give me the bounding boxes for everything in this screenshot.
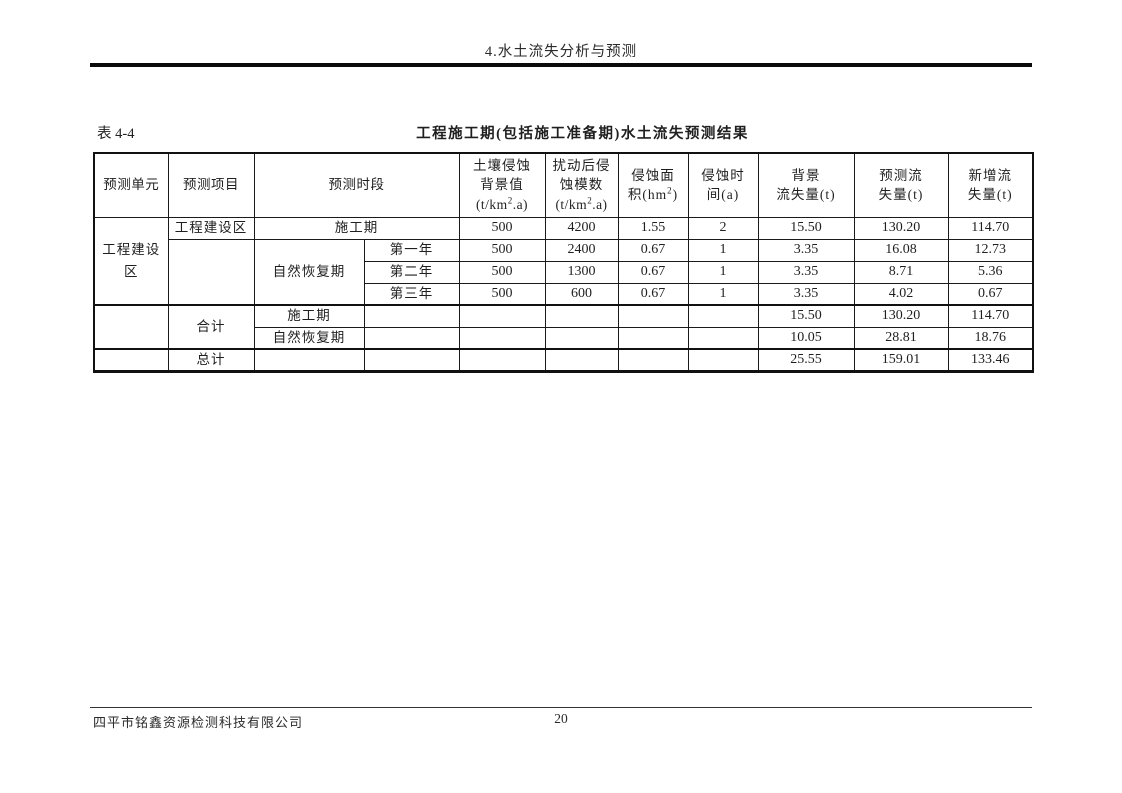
total-cell: 总计: [167, 348, 255, 373]
empty-cell: [617, 304, 689, 328]
empty-cell: [544, 326, 619, 350]
col-header-item: 预测项目: [167, 152, 255, 218]
footer-company-name: 四平市铭鑫资源检测科技有限公司: [93, 715, 304, 730]
table-row-grand-total: 总计 25.55 159.01 133.46: [93, 348, 1034, 373]
value-cell: 18.76: [947, 326, 1034, 350]
value-cell: 4200: [544, 216, 619, 240]
empty-cell: [544, 348, 619, 373]
period-cell: 自然恢复期: [253, 326, 365, 350]
value-cell: 8.71: [853, 260, 949, 284]
footer-rule: [90, 707, 1032, 708]
empty-cell: [363, 304, 460, 328]
header-double-rule: [90, 63, 1032, 67]
empty-cell: [363, 348, 460, 373]
col-header-erosion-time: 侵蚀时 间(a): [687, 152, 759, 218]
value-cell: 0.67: [617, 238, 689, 262]
value-cell: 12.73: [947, 238, 1034, 262]
empty-cell: [544, 304, 619, 328]
table-row-construction-period: 工程建设区 工程建设区 施工期 500 4200 1.55 2 15.50 13…: [93, 216, 1034, 306]
unit-cell-text: 工程建设区: [102, 242, 161, 279]
empty-cell: [687, 304, 759, 328]
value-cell: 114.70: [947, 304, 1034, 328]
footer-page-number: 20: [554, 711, 568, 726]
value-cell: 3.35: [757, 238, 855, 262]
value-cell: 500: [458, 238, 546, 262]
value-cell: 500: [458, 282, 546, 306]
value-cell: 500: [458, 260, 546, 284]
value-cell: 25.55: [757, 348, 855, 373]
empty-cell: [458, 304, 546, 328]
value-cell: 159.01: [853, 348, 949, 373]
empty-cell: [458, 348, 546, 373]
value-cell: 1.55: [617, 216, 689, 240]
table-caption-row: 表 4-4 工程施工期(包括施工准备期)水土流失预测结果: [93, 122, 1032, 142]
item-cell: 工程建设区: [167, 216, 255, 240]
value-cell: 16.08: [853, 238, 949, 262]
empty-cell: [458, 326, 546, 350]
empty-cell: [363, 326, 460, 350]
running-header-title: 4.水土流失分析与预测: [484, 44, 638, 60]
table-row-subtotal-construction: 合计 施工期 15.50 130.20 114.70: [93, 304, 1034, 350]
col-header-new-loss: 新增流 失量(t): [947, 152, 1034, 218]
empty-cell: [253, 348, 365, 373]
col-header-erosion-area: 侵蚀面 积(hm2): [617, 152, 689, 218]
col-header-predicted-loss: 预测流 失量(t): [853, 152, 949, 218]
col-header-period: 预测时段: [253, 152, 460, 218]
value-cell: 2400: [544, 238, 619, 262]
value-cell: 3.35: [757, 260, 855, 284]
value-cell: 0.67: [617, 260, 689, 284]
value-cell: 0.67: [617, 282, 689, 306]
value-cell: 114.70: [947, 216, 1034, 240]
table-row-recovery-year3: 第三年 500 600 0.67 1 3.35 4.02 0.67: [94, 282, 1034, 306]
value-cell: 15.50: [757, 216, 855, 240]
value-cell: 28.81: [853, 326, 949, 350]
empty-cell: [167, 238, 255, 306]
value-cell: 4.02: [853, 282, 949, 306]
value-cell: 1: [687, 282, 759, 306]
period-cell: 施工期: [253, 304, 365, 328]
table-caption-label: 表 4-4: [97, 126, 135, 142]
value-cell: 500: [458, 216, 546, 240]
value-cell: 130.20: [853, 216, 949, 240]
value-cell: 600: [544, 282, 619, 306]
table-caption-title: 工程施工期(包括施工准备期)水土流失预测结果: [416, 126, 749, 142]
value-cell: 5.36: [947, 260, 1034, 284]
col-header-disturbed-modulus: 扰动后侵 蚀模数 (t/km2.a): [544, 152, 619, 218]
value-cell: 3.35: [757, 282, 855, 306]
empty-cell: [93, 304, 169, 350]
col-header-background-loss: 背景 流失量(t): [757, 152, 855, 218]
value-cell: 1: [687, 260, 759, 284]
empty-cell: [687, 348, 759, 373]
col-header-soil-bg: 土壤侵蚀 背景值 (t/km2.a): [458, 152, 546, 218]
year-cell: 第三年: [363, 282, 460, 306]
table-row-recovery-year2: 第二年 500 1300 0.67 1 3.35 8.71 5.36: [94, 260, 1034, 284]
value-cell: 130.20: [853, 304, 949, 328]
empty-cell: [687, 326, 759, 350]
year-cell: 第二年: [363, 260, 460, 284]
value-cell: 133.46: [947, 348, 1034, 373]
value-cell: 0.67: [947, 282, 1034, 306]
value-cell: 1: [687, 238, 759, 262]
subtotal-cell: 合计: [167, 304, 255, 350]
recovery-period-cell: 自然恢复期: [253, 238, 365, 306]
value-cell: 1300: [544, 260, 619, 284]
period-cell: 施工期: [253, 216, 460, 240]
value-cell: 2: [687, 216, 759, 240]
value-cell: 10.05: [757, 326, 855, 350]
value-cell: 15.50: [757, 304, 855, 328]
erosion-forecast-table: 预测单元 预测项目 预测时段 土壤侵蚀 背景值 (t/km2.a) 扰动后侵 蚀…: [93, 152, 1034, 373]
col-header-unit: 预测单元: [93, 152, 169, 218]
empty-cell: [93, 348, 169, 373]
empty-cell: [617, 348, 689, 373]
empty-cell: [617, 326, 689, 350]
year-cell: 第一年: [363, 238, 460, 262]
table-header-row: 预测单元 预测项目 预测时段 土壤侵蚀 背景值 (t/km2.a) 扰动后侵 蚀…: [93, 152, 1034, 218]
table-row-recovery-year1: 自然恢复期 第一年 500 2400 0.67 1 3.35 16.08 12.…: [94, 238, 1034, 306]
unit-cell: 工程建设区: [93, 216, 169, 306]
